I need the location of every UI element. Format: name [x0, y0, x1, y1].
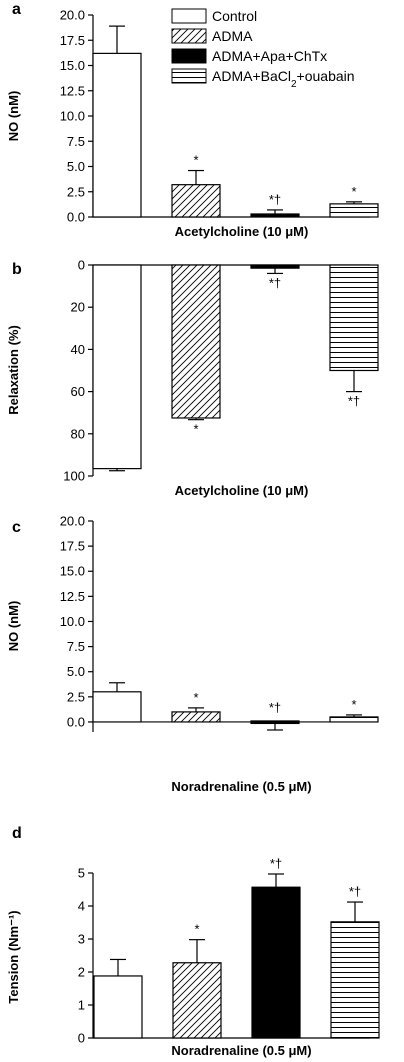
bar: [92, 52, 142, 218]
y-tick-label: 5: [78, 866, 85, 881]
significance-marker: *: [193, 153, 198, 168]
y-tick-label: 1: [78, 998, 85, 1013]
legend-label: ADMA+BaCl2+ouabain: [212, 68, 355, 90]
legend-swatch: [171, 28, 207, 44]
y-tick-label: 20.0: [60, 8, 85, 23]
bar: [171, 264, 221, 419]
y-tick-label: 2: [78, 965, 85, 980]
y-tick-label: 0: [78, 1031, 85, 1046]
x-axis-label: Noradrenaline (0.5 μM): [171, 1043, 311, 1058]
panel-label: c: [12, 519, 21, 536]
y-tick-label: 10.0: [60, 614, 85, 629]
y-tick-label: 7.5: [67, 639, 85, 654]
panel-label: b: [12, 261, 22, 278]
y-tick-label: 12.5: [60, 83, 85, 98]
y-tick-label: 60: [71, 384, 85, 399]
y-tick-label: 17.5: [60, 539, 85, 554]
y-axis-label: Tension (Nm⁻¹): [6, 910, 21, 1003]
y-tick-label: 5.0: [67, 664, 85, 679]
y-tick-label: 15.0: [60, 58, 85, 73]
bar: [92, 691, 142, 723]
legend-swatch: [171, 8, 207, 24]
y-tick-label: 2.5: [67, 184, 85, 199]
legend-swatch: [171, 48, 207, 64]
bar: [329, 264, 379, 372]
legend-swatch: [171, 68, 207, 84]
y-axis-label: NO (nM): [6, 91, 21, 142]
panel-label: a: [12, 1, 21, 18]
bar: [329, 716, 379, 723]
x-axis-label: Acetylcholine (10 μM): [175, 483, 309, 498]
significance-marker: *†: [269, 275, 281, 290]
bar: [250, 720, 300, 725]
y-tick-label: 12.5: [60, 589, 85, 604]
y-tick-label: 5.0: [67, 159, 85, 174]
y-tick-label: 10.0: [60, 109, 85, 124]
significance-marker: *†: [269, 700, 281, 715]
significance-marker: *†: [269, 192, 281, 207]
bar: [171, 711, 221, 723]
significance-marker: *: [193, 690, 198, 705]
y-tick-label: 3: [78, 932, 85, 947]
bar: [330, 921, 380, 1039]
y-tick-label: 0: [78, 258, 85, 273]
y-tick-label: 20: [71, 300, 85, 315]
significance-marker: *†: [349, 884, 361, 899]
y-tick-label: 100: [63, 469, 85, 484]
bar: [93, 975, 143, 1039]
y-tick-label: 0.0: [67, 210, 85, 225]
y-axis-label: Relaxation (%): [6, 325, 21, 415]
y-tick-label: 7.5: [67, 134, 85, 149]
x-axis-label: Acetylcholine (10 μM): [175, 224, 309, 239]
bar: [251, 886, 301, 1039]
x-axis-label: Noradrenaline (0.5 μM): [171, 779, 311, 794]
significance-marker: *: [194, 922, 199, 937]
y-tick-label: 0.0: [67, 714, 85, 729]
bar: [171, 184, 221, 218]
significance-marker: *: [193, 422, 198, 437]
bar: [92, 264, 142, 470]
y-axis-label: NO (nM): [6, 601, 21, 652]
y-tick-label: 17.5: [60, 33, 85, 48]
y-tick-label: 4: [78, 899, 85, 914]
bar: [250, 264, 300, 269]
significance-marker: *†: [348, 394, 360, 409]
bar: [172, 962, 222, 1039]
y-tick-label: 40: [71, 342, 85, 357]
y-tick-label: 2.5: [67, 689, 85, 704]
significance-marker: *: [351, 697, 356, 712]
significance-marker: *: [351, 184, 356, 199]
legend-label: ADMA: [212, 28, 253, 44]
legend-label: Control: [212, 8, 257, 24]
y-tick-label: 80: [71, 426, 85, 441]
y-tick-label: 20.0: [60, 514, 85, 529]
panel-label: d: [12, 825, 22, 842]
y-tick-label: 15.0: [60, 564, 85, 579]
bar: [329, 203, 379, 218]
significance-marker: *†: [270, 856, 282, 871]
legend-label: ADMA+Apa+ChTx: [212, 48, 327, 64]
